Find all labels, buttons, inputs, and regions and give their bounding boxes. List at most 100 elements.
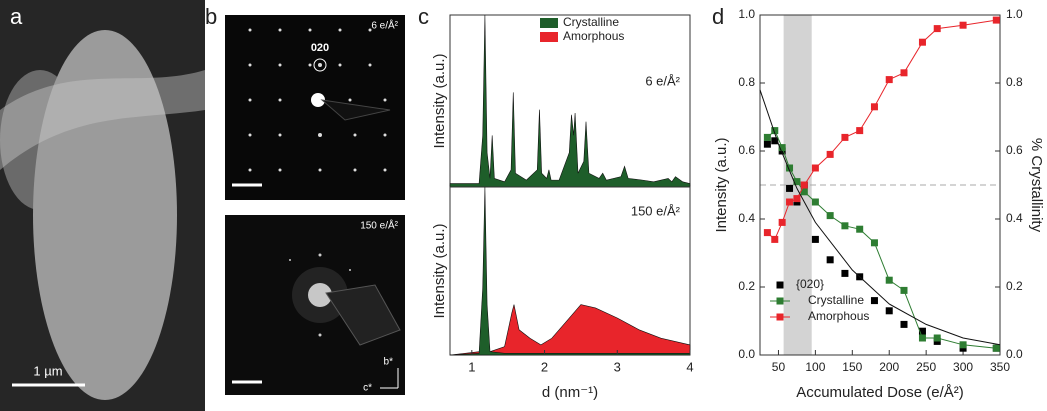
- y2-tick-label: 1.0: [1006, 7, 1023, 21]
- marker: [959, 341, 967, 349]
- marker: [856, 127, 864, 135]
- marker: [870, 103, 878, 111]
- marker: [933, 25, 941, 33]
- panel-label: a: [10, 4, 23, 29]
- y-tick-label: 0.6: [738, 143, 755, 157]
- particle: [33, 30, 177, 400]
- y2-tick-label: 0.2: [1006, 279, 1023, 293]
- y2-tick-label: 0.4: [1006, 211, 1023, 225]
- spot-marker: [313, 58, 327, 72]
- annotation: 6 e/Å²: [645, 73, 680, 88]
- annotation: 150 e/Å²: [631, 203, 681, 218]
- x-tick-label: 1: [468, 359, 475, 374]
- scale-label: 1 µm: [33, 363, 62, 378]
- marker: [992, 344, 1000, 352]
- marker: [918, 327, 926, 335]
- marker: [933, 334, 941, 342]
- y-tick-label: 0.4: [738, 211, 755, 225]
- legend-marker: [776, 313, 784, 321]
- legend-label: Amorphous: [808, 309, 869, 323]
- area: [449, 186, 691, 356]
- area: [449, 14, 691, 188]
- y2-tick-label: 0.8: [1006, 75, 1023, 89]
- marker: [793, 178, 801, 186]
- marker: [786, 198, 794, 206]
- beam-stop: [320, 99, 391, 121]
- beam-stop: [325, 284, 401, 346]
- axis-label: b*: [384, 357, 394, 368]
- marker: [786, 164, 794, 172]
- legend-marker: [776, 281, 784, 289]
- marker: [811, 198, 819, 206]
- marker: [793, 195, 801, 203]
- marker: [800, 188, 808, 196]
- legend-label: Amorphous: [563, 29, 624, 43]
- y-axis-title: Intensity (a.u.): [431, 53, 448, 148]
- marker: [900, 320, 908, 328]
- x-tick-label: 350: [990, 360, 1010, 374]
- x-tick-label: 50: [772, 360, 786, 374]
- marker: [885, 307, 893, 315]
- marker: [771, 137, 779, 145]
- marker: [870, 297, 878, 305]
- marker: [959, 21, 967, 29]
- dose-label: 150 e/Å²: [360, 219, 398, 232]
- x-tick-label: 2: [541, 359, 548, 374]
- marker: [841, 133, 849, 141]
- marker: [778, 144, 786, 152]
- y2-axis-title: % Crystallinity: [1028, 138, 1045, 233]
- y-tick-label: 0.2: [738, 279, 755, 293]
- marker: [826, 256, 834, 264]
- x-tick-label: 3: [614, 359, 621, 374]
- x-tick-label: 250: [916, 360, 936, 374]
- x-tick-label: 100: [805, 360, 825, 374]
- y-tick-label: 0.0: [738, 347, 755, 361]
- halo: [292, 267, 348, 323]
- legend-label: {020}: [796, 277, 824, 291]
- marker: [763, 140, 771, 148]
- marker: [826, 212, 834, 220]
- marker: [918, 38, 926, 46]
- film: [0, 70, 205, 170]
- marker: [900, 286, 908, 294]
- diffraction-spots: [289, 253, 351, 337]
- plot-frame: [759, 14, 1001, 356]
- x-axis-title: Accumulated Dose (e/Å²): [796, 384, 964, 401]
- x-tick-label: 300: [953, 360, 973, 374]
- legend-swatch: [540, 18, 558, 28]
- dose-label: 6 e/Å²: [371, 19, 398, 32]
- central-beam: [308, 283, 332, 307]
- marker: [811, 164, 819, 172]
- series-line: [759, 89, 1001, 346]
- marker: [856, 225, 864, 233]
- legend-label: Crystalline: [808, 293, 864, 307]
- panel-label: c: [418, 4, 429, 29]
- marker: [885, 76, 893, 84]
- marker: [771, 235, 779, 243]
- marker: [778, 218, 786, 226]
- x-tick-label: 200: [879, 360, 899, 374]
- marker: [900, 69, 908, 77]
- y-axis-title: Intensity (a.u.): [431, 223, 448, 318]
- marker: [841, 269, 849, 277]
- axes-arrows: [380, 368, 399, 389]
- marker: [811, 235, 819, 243]
- marker: [826, 150, 834, 158]
- marker: [841, 222, 849, 230]
- y2-tick-label: 0.0: [1006, 347, 1023, 361]
- marker: [992, 16, 1000, 24]
- x-axis-title: d (nm⁻¹): [542, 384, 598, 401]
- x-tick-label: 150: [842, 360, 862, 374]
- marker: [800, 181, 808, 189]
- y-axis-title: Intensity (a.u.): [713, 137, 730, 232]
- marker: [786, 184, 794, 192]
- y-tick-label: 1.0: [738, 7, 755, 21]
- marker: [771, 127, 779, 135]
- marker: [885, 276, 893, 284]
- y2-tick-label: 0.6: [1006, 143, 1023, 157]
- axis-label: c*: [363, 383, 372, 394]
- legend-marker: [776, 297, 784, 305]
- spot-label: 020: [311, 42, 329, 54]
- panel-label: b: [205, 4, 217, 29]
